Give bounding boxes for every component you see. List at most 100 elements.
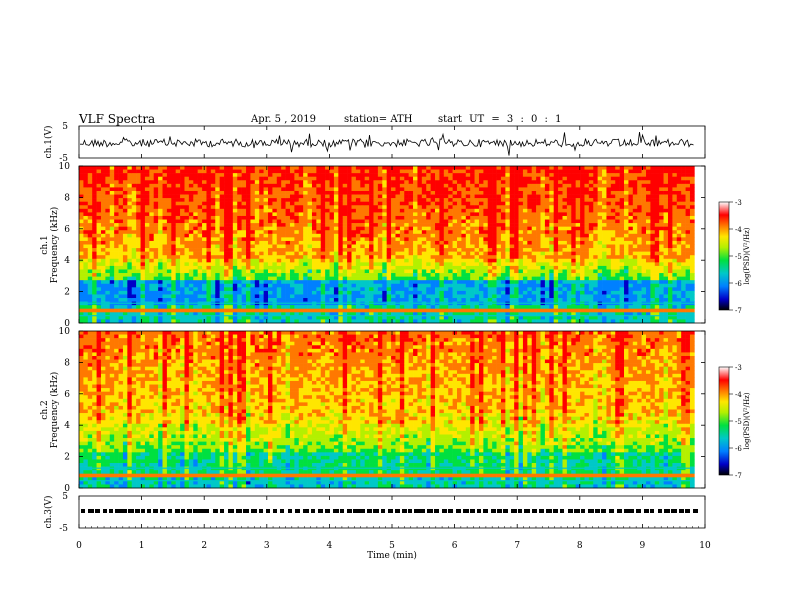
ch3-pulse — [153, 509, 158, 513]
ch3-pulse — [546, 509, 552, 513]
freq-tick-label: 2 — [64, 453, 70, 463]
ch1-waveform-panel: 5 -5 ch.1(V) — [43, 122, 706, 164]
ch3-pulse — [318, 509, 323, 513]
x-axis-label: Time (min) — [367, 550, 417, 561]
ch3-pulse — [518, 509, 522, 513]
ch2-colorbar — [718, 366, 730, 476]
ch3-waveform-trace — [81, 509, 698, 513]
ch3-pulse — [243, 509, 249, 513]
narrowband-line — [79, 473, 695, 476]
narrowband-line — [79, 302, 695, 304]
ch3-pulse — [427, 509, 433, 513]
ch3-pulse — [560, 509, 564, 513]
ch3-pulse — [574, 509, 580, 513]
colorbar-tick-label: -7 — [735, 472, 742, 480]
ch3-pulse — [503, 509, 508, 513]
ch3-pulse — [483, 509, 488, 513]
ch3-pulse — [553, 509, 558, 513]
ch3-pulse — [511, 509, 517, 513]
colorbar-tick-label: -7 — [735, 307, 742, 315]
time-tick-label: 9 — [640, 541, 646, 551]
time-tick-label: 6 — [452, 541, 458, 551]
ch3-pulse — [109, 509, 113, 513]
ch3-pulse — [141, 509, 145, 513]
station-label: station= ATH — [344, 114, 413, 125]
ch3-pulse — [333, 509, 339, 513]
ch3-pulse — [135, 509, 140, 513]
ch1-waveform-ylabel: ch.1(V) — [43, 126, 54, 159]
time-tick-label: 5 — [389, 541, 395, 551]
ch2-spectrogram-ylabel-channel: ch.2 — [40, 400, 50, 419]
ch3-waveform-panel: 5 -5 ch.3(V) 0 1 2 3 4 5 6 7 8 9 10 Time (min) — [43, 126, 711, 561]
ch3-pulse — [325, 509, 330, 513]
ch3-pulse — [463, 509, 469, 513]
ch3-pulse — [442, 509, 447, 513]
colorbar-tick-label: -6 — [735, 445, 742, 453]
ch3-pulse — [88, 509, 94, 513]
ch3-pulse — [456, 509, 461, 513]
ch3-pulse — [497, 509, 502, 513]
ch3-pulse — [266, 509, 270, 513]
ch3-pulse — [434, 509, 439, 513]
time-tick-label: 3 — [264, 541, 270, 551]
ch3-pulse — [280, 509, 284, 513]
ch2-spectrogram-ylabel: Frequency (kHz) — [49, 372, 60, 449]
ch3-pulse — [601, 509, 606, 513]
ch3-pulse — [524, 509, 530, 513]
colorbar-tick-label: -6 — [735, 280, 742, 288]
colorbar-tick-label: -3 — [735, 199, 742, 207]
ch3-pulse — [664, 509, 670, 513]
ch1-colorbar-label: log(PSD)(V²/Hz) — [743, 227, 751, 284]
ch3-pulse — [288, 509, 292, 513]
freq-tick-label: 10 — [59, 327, 71, 337]
time-tick-label: 2 — [201, 541, 207, 551]
colorbar-tick-label: -4 — [735, 391, 742, 399]
freq-tick-label: 2 — [64, 288, 70, 298]
ch3-pulse — [685, 509, 690, 513]
ch1-waveform-frame — [78, 125, 706, 159]
ch3-pulse — [539, 509, 544, 513]
freq-tick-label: 8 — [64, 358, 70, 368]
time-tick-label: 8 — [577, 541, 583, 551]
freq-tick-label: 10 — [59, 162, 71, 172]
ch3-pulse — [491, 509, 496, 513]
ch3-pulse — [630, 509, 634, 513]
ch3-pulse — [347, 509, 352, 513]
ch3-pulse — [303, 509, 309, 513]
ch3-pulse — [259, 509, 263, 513]
ch3-pulse — [402, 509, 407, 513]
ch3-pulse — [595, 509, 600, 513]
ch3-pulse — [128, 509, 134, 513]
ch1-ytick-top: 5 — [62, 122, 68, 132]
freq-tick-label: 6 — [64, 225, 70, 235]
ch3-pulse — [679, 509, 684, 513]
narrowband-line — [79, 467, 695, 469]
ch3-pulse — [395, 509, 400, 513]
ch3-pulse — [693, 509, 698, 513]
ch3-pulse — [381, 509, 385, 513]
ch1-ytick-bottom: -5 — [59, 154, 68, 164]
ch3-pulse — [147, 509, 151, 513]
ch3-pulse — [414, 509, 420, 513]
ch3-pulse — [95, 509, 100, 513]
start-time-label: start UT = 3 : 0 : 1 — [438, 114, 562, 125]
time-tick-label: 10 — [699, 541, 711, 551]
ch3-pulse — [617, 509, 622, 513]
chart-title: VLF Spectra — [79, 112, 156, 126]
ch3-pulse — [295, 509, 300, 513]
ch3-pulse — [373, 509, 379, 513]
ch2-colorbar-label: log(PSD)(V²/Hz) — [743, 392, 751, 449]
date-label: Apr. 5 , 2019 — [251, 114, 317, 125]
ch3-pulse — [588, 509, 594, 513]
ch3-pulse — [220, 509, 224, 513]
ch3-pulse — [187, 509, 192, 513]
freq-tick-label: 0 — [64, 319, 70, 329]
ch3-pulse — [581, 509, 585, 513]
ch3-waveform-ylabel: ch.3(V) — [43, 496, 54, 529]
ch3-pulse — [311, 509, 315, 513]
ch3-pulse — [160, 509, 165, 513]
colorbar-tick-label: -5 — [735, 253, 742, 261]
ch3-pulse — [199, 509, 205, 513]
